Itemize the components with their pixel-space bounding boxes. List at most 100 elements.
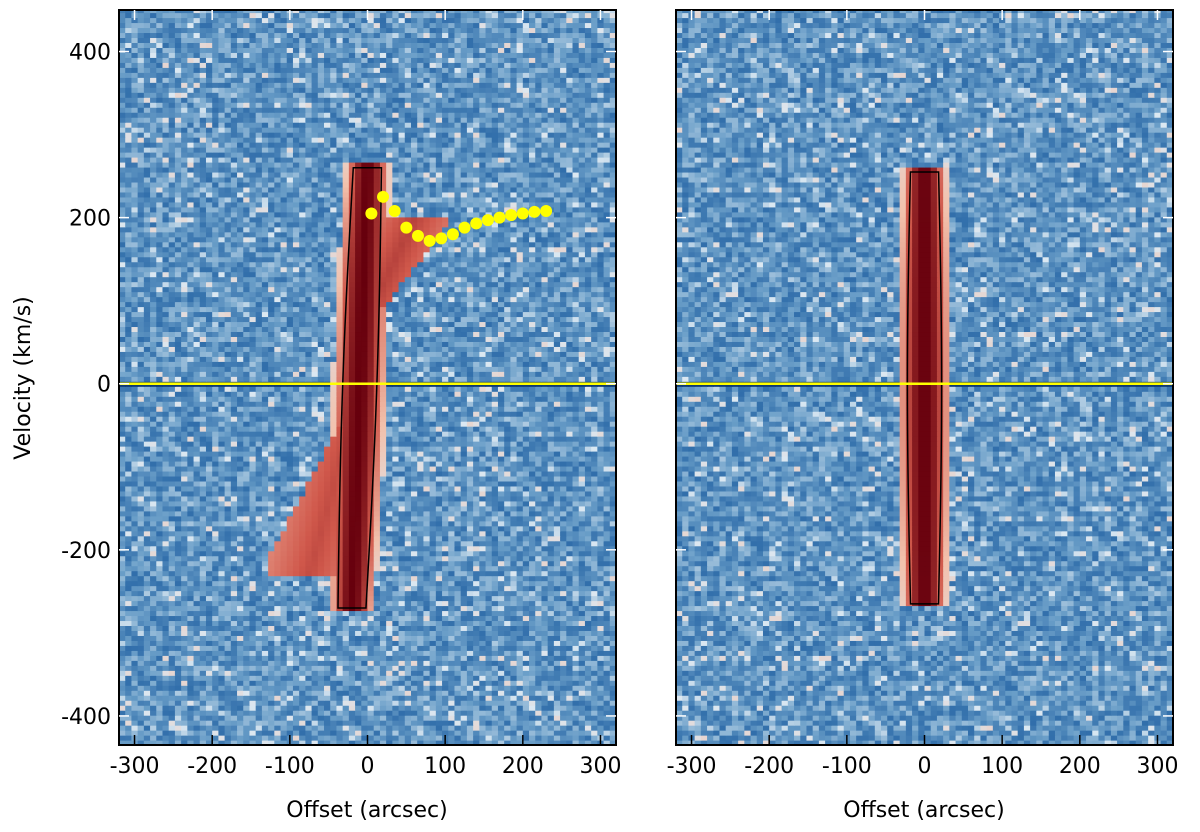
heatmap-cell	[268, 555, 275, 562]
heatmap-cell	[578, 675, 586, 681]
heatmap-cell	[286, 705, 294, 711]
heatmap-cell	[454, 565, 462, 572]
heatmap-cell	[541, 510, 549, 517]
heatmap-cell	[299, 500, 306, 507]
heatmap-cell	[212, 625, 219, 631]
heatmap-cell	[454, 495, 462, 502]
heatmap-cell	[603, 645, 611, 651]
heatmap-cell	[131, 585, 139, 592]
heatmap-cell	[342, 520, 350, 527]
heatmap-cell	[156, 680, 164, 686]
heatmap-cell	[386, 540, 393, 547]
heatmap-cell	[181, 550, 188, 557]
heatmap-cell	[137, 520, 145, 527]
heatmap-cell	[336, 685, 344, 691]
heatmap-cell	[205, 690, 213, 696]
heatmap-cell	[119, 600, 126, 607]
heatmap-cell	[516, 490, 524, 497]
heatmap-cell	[119, 505, 126, 512]
heatmap-cell	[417, 475, 425, 482]
heatmap-cell	[392, 670, 400, 676]
heatmap-cell	[224, 670, 232, 676]
heatmap-cell	[448, 740, 456, 745]
heatmap-cell	[261, 460, 269, 467]
heatmap-cell	[479, 441, 487, 447]
heatmap-cell	[199, 470, 207, 477]
heatmap-cell	[162, 635, 170, 641]
heatmap-cell	[249, 515, 257, 522]
heatmap-cell	[547, 500, 555, 507]
heatmap-cell	[317, 710, 325, 716]
heatmap-cell	[379, 630, 387, 636]
heatmap-cell	[199, 590, 207, 597]
heatmap-cell	[597, 495, 605, 502]
heatmap-cell	[255, 720, 263, 726]
heatmap-cell	[516, 630, 524, 636]
heatmap-cell	[404, 670, 412, 676]
heatmap-cell	[237, 441, 244, 447]
heatmap-cell	[187, 725, 195, 731]
heatmap-cell	[324, 485, 331, 492]
heatmap-cell	[597, 585, 605, 592]
heatmap-cell	[324, 630, 331, 636]
heatmap-cell	[193, 510, 201, 517]
heatmap-cell	[193, 600, 201, 607]
heatmap-cell	[609, 515, 616, 522]
heatmap-cell	[150, 500, 157, 507]
heatmap-cell	[119, 720, 126, 726]
heatmap-cell	[529, 715, 536, 721]
heatmap-cell	[591, 655, 598, 661]
heatmap-cell	[410, 550, 418, 557]
heatmap-cell	[286, 715, 294, 721]
heatmap-cell	[442, 670, 449, 676]
heatmap-cell	[311, 640, 319, 646]
heatmap-cell	[286, 510, 294, 517]
heatmap-cell	[410, 740, 418, 745]
heatmap-cell	[156, 625, 164, 631]
heatmap-cell	[404, 505, 412, 512]
heatmap-cell	[386, 575, 393, 582]
heatmap-cell	[286, 495, 294, 502]
heatmap-cell	[268, 470, 275, 477]
heatmap-cell	[224, 431, 232, 437]
heatmap-cell	[150, 575, 157, 582]
heatmap-cell	[541, 520, 549, 527]
heatmap-cell	[553, 570, 561, 577]
heatmap-cell	[386, 475, 393, 482]
heatmap-cell	[243, 680, 251, 686]
heatmap-cell	[392, 441, 400, 447]
heatmap-cell	[168, 740, 176, 745]
heatmap-cell	[230, 600, 238, 607]
heatmap-cell	[268, 580, 275, 587]
heatmap-cell	[541, 605, 549, 612]
heatmap-cell	[181, 470, 188, 477]
heatmap-cell	[299, 580, 306, 587]
heatmap-cell	[578, 585, 586, 592]
heatmap-cell	[268, 610, 275, 617]
heatmap-cell	[199, 655, 207, 661]
heatmap-cell	[547, 665, 555, 671]
heatmap-cell	[460, 510, 468, 517]
heatmap-cell	[541, 525, 549, 532]
heatmap-cell	[541, 565, 549, 572]
heatmap-cell	[485, 635, 493, 641]
heatmap-cell	[410, 650, 418, 656]
heatmap-cell	[423, 720, 431, 726]
heatmap-cell	[274, 575, 282, 582]
heatmap-cell	[584, 625, 592, 631]
heatmap-cell	[286, 685, 294, 691]
heatmap-cell	[603, 545, 611, 552]
heatmap-cell	[473, 655, 480, 661]
heatmap-cell	[274, 540, 282, 547]
heatmap-cell	[423, 635, 431, 641]
heatmap-cell	[174, 565, 182, 572]
heatmap-cell	[311, 625, 319, 631]
heatmap-cell	[423, 675, 431, 681]
heatmap-cell	[137, 510, 145, 517]
heatmap-cell	[429, 730, 437, 736]
heatmap-cell	[541, 515, 549, 522]
heatmap-cell	[317, 725, 325, 731]
heatmap-cell	[119, 485, 126, 492]
heatmap-cell	[342, 665, 350, 671]
heatmap-cell	[485, 460, 493, 467]
